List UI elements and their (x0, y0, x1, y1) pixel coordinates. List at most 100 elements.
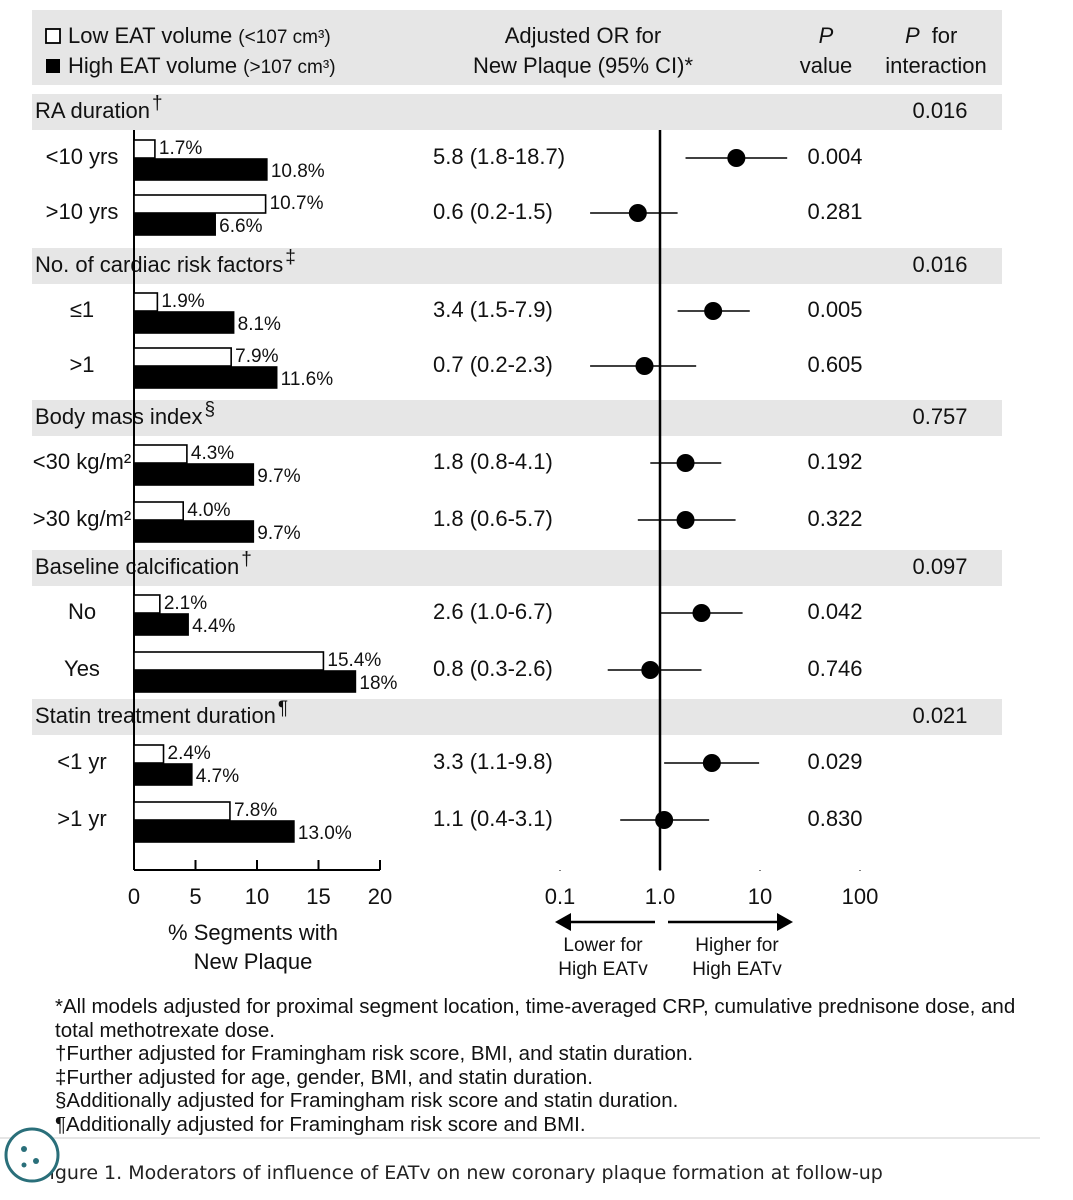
cookie-chip (21, 1146, 27, 1152)
or-point (676, 454, 695, 472)
p-value: 0.192 (807, 449, 862, 474)
annotation: High EATv (692, 959, 782, 980)
group-band (32, 550, 1002, 586)
or-label: 1.1 (0.4-3.1) (433, 806, 553, 831)
bar (133, 366, 278, 389)
legend-label: Low EAT volume (68, 23, 232, 48)
column-header: value (800, 53, 853, 78)
bar-label: 9.7% (257, 466, 300, 487)
footnote: §Additionally adjusted for Framingham ri… (55, 1089, 679, 1112)
cookie-icon[interactable] (2, 1125, 62, 1185)
x-tick-label: 100 (842, 884, 879, 909)
legend-swatch-high (46, 59, 60, 73)
or-label: 0.7 (0.2-2.3) (433, 352, 553, 377)
p-value: 0.322 (807, 506, 862, 531)
footnotes: *All models adjusted for proximal segmen… (55, 995, 1040, 1136)
bar-label: 4.7% (196, 766, 239, 787)
footnote: *All models adjusted for proximal segmen… (55, 995, 1016, 1042)
or-point (702, 754, 721, 772)
cookie-chip (21, 1162, 27, 1168)
bar (133, 158, 268, 181)
bar (133, 311, 235, 334)
column-header: for (932, 23, 958, 48)
column-header: P (819, 23, 834, 48)
bar (133, 139, 156, 159)
or-label: 3.3 (1.1-9.8) (433, 749, 553, 774)
bar (133, 613, 189, 636)
or-point (641, 661, 660, 679)
group-title: Baseline calcification (35, 554, 239, 579)
bar (133, 520, 255, 543)
p-interaction: 0.016 (912, 98, 967, 123)
bar-label: 11.6% (281, 369, 334, 390)
or-point (704, 302, 723, 320)
arrow-left-head (555, 913, 571, 931)
bar (133, 744, 165, 764)
row-label: >30 kg/m² (33, 506, 131, 531)
group-mark: ‡ (285, 247, 296, 268)
bar-label: 1.9% (161, 291, 204, 312)
bar-label: 9.7% (257, 523, 300, 544)
column-header: interaction (885, 53, 987, 78)
or-label: 1.8 (0.6-5.7) (433, 506, 553, 531)
annotation: High EATv (558, 959, 648, 980)
row-label: <30 kg/m² (33, 449, 131, 474)
or-point (727, 149, 746, 167)
p-interaction: 0.016 (912, 252, 967, 277)
cookie-outline (4, 1127, 60, 1183)
x-tick-label: 1.0 (645, 884, 676, 909)
footnote: ‡Further adjusted for age, gender, BMI, … (55, 1065, 593, 1089)
p-value: 0.746 (807, 656, 862, 681)
bar-label: 7.9% (235, 346, 278, 367)
group-mark: ¶ (278, 698, 288, 719)
bar (133, 820, 295, 843)
x-tick-label: 5 (189, 884, 201, 909)
or-label: 5.8 (1.8-18.7) (433, 144, 565, 169)
column-header: Adjusted OR for (505, 23, 662, 48)
annotation: Higher for (695, 935, 779, 956)
x-tick-label: 10 (748, 884, 772, 909)
bar-label: 2.1% (164, 593, 207, 614)
bar-label: 4.3% (191, 443, 234, 464)
or-label: 2.6 (1.0-6.7) (433, 599, 553, 624)
footnote: ¶Additionally adjusted for Framingham ri… (55, 1112, 586, 1136)
row-label: <10 yrs (46, 144, 119, 169)
group-title: No. of cardiac risk factors (35, 252, 283, 277)
or-point (635, 357, 654, 375)
x-tick-label: 20 (368, 884, 392, 909)
or-label: 0.6 (0.2-1.5) (433, 199, 553, 224)
p-value: 0.029 (807, 749, 862, 774)
bar (133, 594, 161, 614)
bar-label: 4.0% (187, 500, 230, 521)
or-label: 1.8 (0.8-4.1) (433, 449, 553, 474)
p-value: 0.830 (807, 806, 862, 831)
annotation: Lower for (563, 935, 643, 956)
or-point (676, 511, 695, 529)
bar (133, 763, 193, 786)
row-label: ≤1 (70, 297, 94, 322)
cookie-chip (33, 1158, 39, 1164)
caption: Figure 1. Moderators of influence of EAT… (40, 1162, 883, 1184)
or-point (692, 604, 711, 622)
p-value: 0.004 (807, 144, 862, 169)
p-interaction: 0.097 (912, 554, 967, 579)
group-title: RA duration (35, 98, 150, 123)
bar (133, 444, 188, 464)
bar (133, 801, 231, 821)
group-title: Body mass index (35, 404, 203, 429)
row-label: >10 yrs (46, 199, 119, 224)
row-label: >1 yr (57, 806, 107, 831)
column-header: New Plaque (95% CI)* (473, 53, 694, 78)
bar (133, 651, 325, 671)
group-band (32, 400, 1002, 436)
header-band (32, 10, 1002, 85)
row-label: <1 yr (57, 749, 107, 774)
row-label: No (68, 599, 96, 624)
p-value: 0.605 (807, 352, 862, 377)
bar-label: 10.8% (271, 161, 325, 182)
legend-label: High EAT volume (68, 53, 237, 78)
bar (133, 347, 232, 367)
row-label: >1 (69, 352, 94, 377)
legend-note: (<107 cm³) (238, 27, 330, 48)
